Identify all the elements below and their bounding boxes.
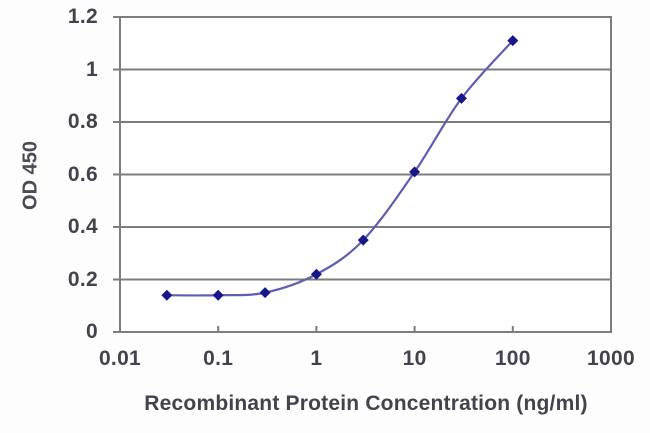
data-point-marker: [161, 289, 173, 301]
x-tick-label: 1000: [587, 347, 635, 370]
data-point-marker: [455, 92, 467, 104]
data-point-marker: [409, 166, 421, 178]
y-tick-label: 0.8: [67, 110, 98, 133]
x-axis-title: Recombinant Protein Concentration (ng/ml…: [144, 392, 588, 415]
y-tick-label: 0.4: [67, 215, 98, 238]
x-tick-label: 0.01: [98, 347, 142, 370]
y-tick-label: 0.2: [67, 267, 98, 291]
y-tick-label: 0: [86, 320, 98, 343]
x-tick-label: 10: [402, 347, 427, 370]
data-point-marker: [212, 289, 224, 301]
data-point-marker: [310, 268, 322, 280]
plot-frame: [119, 16, 612, 333]
x-tick-label: 100: [494, 347, 531, 370]
x-tick-label: 1: [310, 347, 323, 370]
y-tick-label: 1.2: [67, 5, 98, 28]
data-point-marker: [357, 234, 369, 246]
y-tick-label: 1: [86, 57, 98, 81]
series-line: [165, 39, 514, 297]
y-tick-label: 0.6: [67, 162, 98, 186]
data-point-marker: [507, 35, 519, 47]
data-point-marker: [259, 287, 271, 299]
x-tick-label: 0.1: [203, 347, 234, 370]
